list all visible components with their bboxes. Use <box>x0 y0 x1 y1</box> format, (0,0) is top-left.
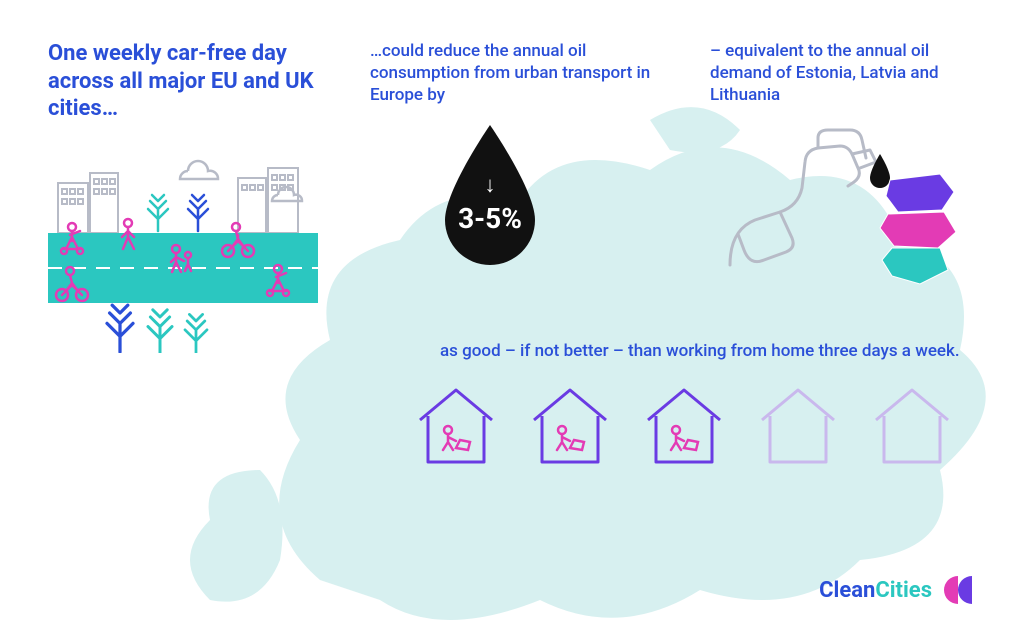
col1-headline: One weekly car-free day across all major… <box>48 40 318 123</box>
drop-value: 3-5% <box>458 202 522 235</box>
house-icon <box>410 382 502 470</box>
house-icon <box>752 382 844 470</box>
logo-mark-icon <box>940 572 976 608</box>
house-icon <box>638 382 730 470</box>
wfh-body: as good – if not better – than working f… <box>440 340 960 362</box>
drop-arrow: ↓ <box>485 173 496 198</box>
lithuania-shape <box>882 248 948 284</box>
logo-clean: Clean <box>819 578 875 603</box>
cleancities-logo: CleanCities <box>819 572 976 608</box>
estonia-shape <box>886 174 954 212</box>
house-icon <box>866 382 958 470</box>
city-illustration <box>48 153 318 353</box>
col2-body: …could reduce the annual oil consumption… <box>370 40 680 106</box>
fuel-nozzle-baltic <box>720 120 980 290</box>
house-icon <box>524 382 616 470</box>
latvia-shape <box>880 212 956 248</box>
wfh-houses <box>410 382 960 470</box>
oil-drop-stat: ↓ 3-5% <box>430 120 550 270</box>
col3-body: – equivalent to the annual oil demand of… <box>710 40 990 106</box>
logo-cities: Cities <box>875 578 932 603</box>
